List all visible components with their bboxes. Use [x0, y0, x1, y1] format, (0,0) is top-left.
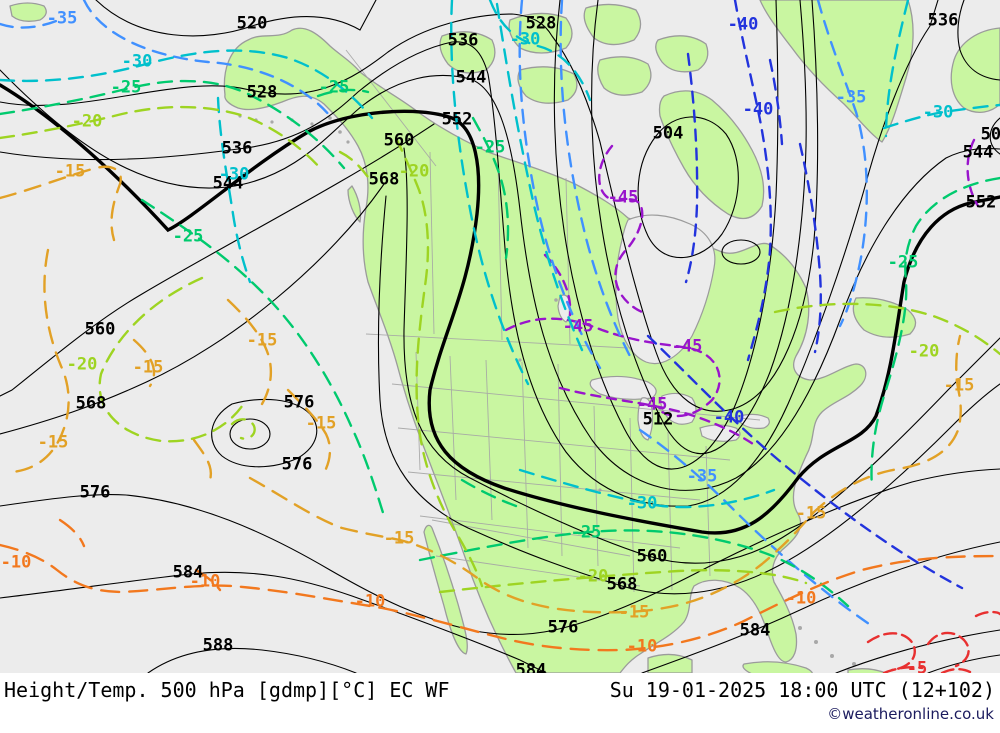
- map-svg: [0, 0, 1000, 673]
- height-contour-label: 560: [383, 130, 415, 151]
- hudson-bay: [615, 214, 716, 365]
- copyright-credit[interactable]: ©weatheronline.co.uk: [827, 705, 994, 723]
- height-contour-label: 544: [212, 173, 244, 194]
- height-contour-label: 568: [75, 393, 107, 414]
- temp-minus30-contours: [0, 0, 1000, 509]
- height-contour-label: 576: [283, 392, 315, 413]
- chart-datetime: Su 19-01-2025 18:00 UTC (12+102): [609, 678, 995, 702]
- height-contour-label: 544: [455, 67, 487, 88]
- temp-contours-layer: [0, 0, 1000, 673]
- height-contour-label: 536: [221, 138, 253, 159]
- height-contour-label: 528: [525, 13, 557, 34]
- temp-contour-label: -10: [189, 571, 221, 592]
- temp-contour-label: -10: [0, 552, 32, 573]
- height-contour-label: 568: [606, 574, 638, 595]
- height-contour-label: 552: [441, 109, 473, 130]
- temp-contour-label: -30: [121, 51, 153, 72]
- temp-contour-label: -15: [305, 413, 337, 434]
- height-contour-label: 512: [642, 409, 674, 430]
- height-contour-label: 584: [515, 660, 547, 673]
- temp-contour-label: -45: [607, 187, 639, 208]
- height-contour-label: 504: [980, 124, 1000, 145]
- temp-contour-label: -20: [577, 566, 609, 587]
- water-layer: [557, 214, 770, 442]
- temp-minus5-contours: [866, 610, 1000, 673]
- temp-contour-label: -15: [618, 602, 650, 623]
- temp-contour-label: -20: [908, 341, 940, 362]
- height-contour-label: 588: [202, 635, 234, 656]
- height-contour-label: 576: [79, 482, 111, 503]
- temp-contour-label: -15: [795, 503, 827, 524]
- temp-contour-label: -20: [66, 354, 98, 375]
- temp-contour-label: -15: [246, 330, 278, 351]
- temp-minus35-contours: [0, 0, 874, 628]
- height-contour-label: 528: [246, 82, 278, 103]
- temp-contour-label: -15: [54, 161, 86, 182]
- temp-contour-label: -20: [71, 111, 103, 132]
- footer-bar: Height/Temp. 500 hPa [gdmp][°C] EC WF Su…: [0, 673, 1000, 733]
- temp-contour-label: -25: [570, 522, 602, 543]
- temp-contour-label: -10: [354, 591, 386, 612]
- temp-contour-label: -40: [713, 407, 745, 428]
- temp-contour-label: -15: [132, 357, 164, 378]
- temp-contour-label: -30: [509, 29, 541, 50]
- height-contour-label: 568: [368, 169, 400, 190]
- contour-552-bold: [0, 83, 1000, 535]
- coast-specks-layer: [238, 114, 856, 666]
- chart-title: Height/Temp. 500 hPa [gdmp][°C] EC WF: [4, 678, 450, 702]
- height-contour-label: 560: [636, 546, 668, 567]
- height-contour-label: 576: [547, 617, 579, 638]
- temp-contour-label: -25: [318, 77, 350, 98]
- temp-contour-label: -30: [218, 164, 250, 185]
- temp-contour-label: -35: [46, 8, 78, 29]
- height-contour-label: 560: [84, 319, 116, 340]
- temp-contour-label: -10: [626, 636, 658, 657]
- temp-contour-label: -5: [906, 658, 928, 673]
- lake-superior: [589, 375, 657, 400]
- temp-contour-label: -40: [742, 99, 774, 120]
- height-contour-label: 504: [652, 123, 684, 144]
- temp-contour-label: -30: [626, 493, 658, 514]
- height-contour-label: 536: [447, 30, 479, 51]
- height-contour-label: 576: [281, 454, 313, 475]
- temp-contour-label: -25: [172, 226, 204, 247]
- temp-minus20-contours: [0, 105, 1000, 594]
- temp-minus10-contours: [0, 518, 1000, 652]
- temp-minus25-contours: [0, 79, 1000, 608]
- temp-contour-label: -25: [887, 252, 919, 273]
- height-contour-label: 544: [962, 142, 994, 163]
- temp-contour-label: -15: [37, 432, 69, 453]
- contour-labels-layer: 520 528 536 544 560 568 576 576 576 584 588 528 536 5…: [0, 8, 1000, 673]
- temp-contour-label: -10: [785, 588, 817, 609]
- temp-contour-label: -45: [636, 394, 668, 415]
- temp-contour-label: -25: [474, 137, 506, 158]
- height-contour-label: 584: [172, 562, 204, 583]
- temp-contour-label: -45: [671, 336, 703, 357]
- temp-minus15-contours: [0, 165, 962, 614]
- temp-contour-label: -25: [110, 77, 142, 98]
- height-contour-label: 520: [236, 13, 268, 34]
- temp-contour-label: -45: [562, 316, 594, 337]
- temp-minus40-contours: [646, 0, 964, 590]
- height-contour-label: 552: [965, 192, 997, 213]
- temp-contour-label: -35: [686, 466, 718, 487]
- temp-contour-label: -20: [398, 161, 430, 182]
- temp-contour-label: -35: [835, 87, 867, 108]
- map-area: 520 528 536 544 560 568 576 576 576 584 588 528 536 5…: [0, 0, 1000, 673]
- height-contour-label: 536: [927, 10, 959, 31]
- temp-contour-label: -15: [383, 528, 415, 549]
- temp-contour-label: -40: [727, 14, 759, 35]
- land-vancouver-island: [347, 185, 362, 223]
- temp-contour-label: -15: [943, 375, 975, 396]
- borders-layer: [345, 49, 761, 593]
- temp-contour-label: -30: [922, 102, 954, 123]
- height-contour-label: 584: [739, 620, 771, 641]
